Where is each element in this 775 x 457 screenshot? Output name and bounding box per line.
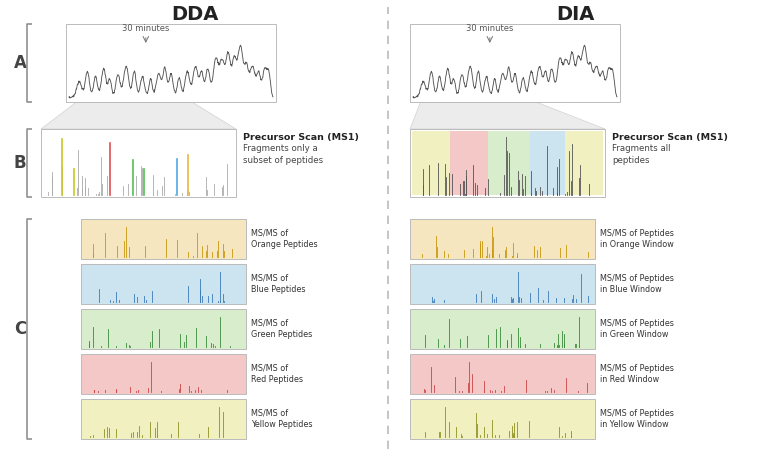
Bar [565,131,603,195]
Bar [450,131,488,195]
Text: MS/MS of
Red Peptides: MS/MS of Red Peptides [251,364,303,384]
Text: 30 minutes: 30 minutes [122,24,170,33]
FancyBboxPatch shape [81,354,246,394]
Polygon shape [410,102,605,129]
FancyBboxPatch shape [410,309,595,349]
FancyBboxPatch shape [66,24,276,102]
Text: Fragments all
peptides: Fragments all peptides [612,144,670,165]
Text: C: C [14,320,26,338]
Text: MS/MS of
Orange Peptides: MS/MS of Orange Peptides [251,229,318,249]
Text: DDA: DDA [171,5,219,23]
Text: 30 minutes: 30 minutes [466,24,514,33]
FancyBboxPatch shape [410,219,595,259]
FancyBboxPatch shape [81,309,246,349]
Text: MS/MS of Peptides
in Blue Window: MS/MS of Peptides in Blue Window [600,274,674,294]
Bar [412,131,450,195]
FancyBboxPatch shape [81,399,246,439]
Text: A: A [14,54,26,72]
Text: DIA: DIA [556,5,594,23]
Bar [488,131,530,195]
Text: B: B [14,154,26,172]
FancyBboxPatch shape [81,219,246,259]
Text: MS/MS of
Yellow Peptides: MS/MS of Yellow Peptides [251,409,312,429]
Text: Fragments only a
subset of peptides: Fragments only a subset of peptides [243,144,323,165]
Text: MS/MS of
Blue Peptides: MS/MS of Blue Peptides [251,274,305,294]
FancyBboxPatch shape [81,264,246,304]
Text: MS/MS of Peptides
in Red Window: MS/MS of Peptides in Red Window [600,364,674,384]
Text: MS/MS of Peptides
in Orange Window: MS/MS of Peptides in Orange Window [600,229,674,249]
Text: Precursor Scan (MS1): Precursor Scan (MS1) [243,133,359,142]
FancyBboxPatch shape [41,129,236,197]
Text: MS/MS of Peptides
in Yellow Window: MS/MS of Peptides in Yellow Window [600,409,674,429]
Text: MS/MS of Peptides
in Green Window: MS/MS of Peptides in Green Window [600,319,674,339]
FancyBboxPatch shape [410,399,595,439]
Polygon shape [41,102,236,129]
FancyBboxPatch shape [410,354,595,394]
FancyBboxPatch shape [410,24,620,102]
Bar [530,131,565,195]
Text: MS/MS of
Green Peptides: MS/MS of Green Peptides [251,319,312,339]
FancyBboxPatch shape [410,264,595,304]
Text: Precursor Scan (MS1): Precursor Scan (MS1) [612,133,728,142]
FancyBboxPatch shape [410,129,605,197]
